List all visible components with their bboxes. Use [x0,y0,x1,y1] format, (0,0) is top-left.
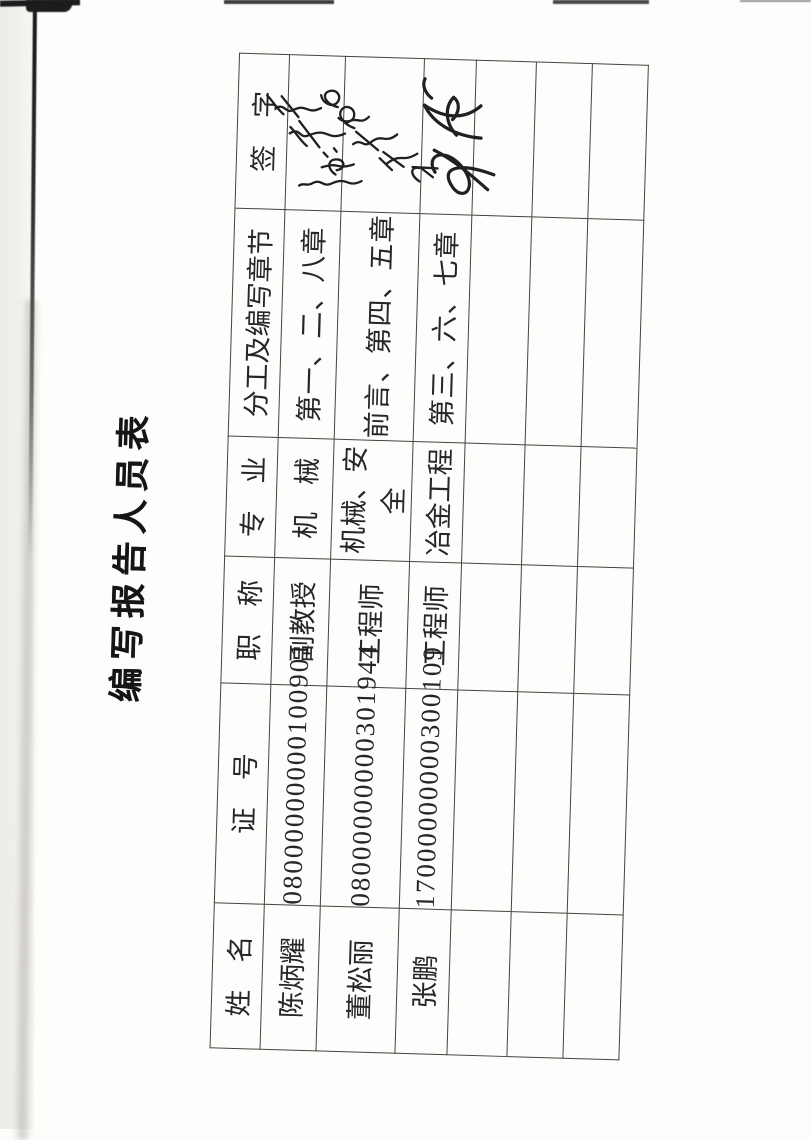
cell-job-title: 副教授 [270,557,331,687]
cell-chapters: 前言、第四、五章 [334,211,420,442]
cell-specialty [521,444,582,567]
column-header-cert-no: 证 号 [214,682,271,905]
cell-job-title [517,564,578,694]
cell-signature [471,60,537,217]
cell-job-title [457,562,522,692]
cell-signature [531,61,593,219]
cell-chapters [581,218,644,449]
cell-chapters: 第一、二、八章 [278,209,341,440]
column-header-name: 姓 名 [210,902,265,1050]
cell-name: 陈炳耀 [260,904,321,1051]
cell-signature [419,58,496,216]
column-header-signature: 签 字 [234,53,290,210]
document-title: 编写报告人员表 [106,407,155,703]
cell-cert-no: 08000000000301944 [320,643,406,909]
cell-job-title [573,566,634,696]
cell-signature [319,56,439,214]
cell-name: 张鹏 [394,908,452,1055]
scan-edge-artifact [740,0,811,2]
cell-specialty [577,446,638,569]
cell-signature [587,63,649,221]
cell-job-title: 工程师 [326,559,410,689]
column-header-job-title: 职 称 [220,555,275,685]
scan-edge-artifact [26,0,72,12]
personnel-table: 姓 名 证 号 职 称 专 业 分工及编写章节 签 字 陈炳耀 08000000… [210,53,649,1061]
cell-name [506,911,568,1059]
cell-job-title: 工程师 [405,561,462,690]
cell-cert-no [567,693,630,915]
cell-chapters [465,215,532,445]
cell-cert-no [511,691,574,914]
column-header-chapters: 分工及编写章节 [228,208,285,438]
cell-specialty: 机 械 [274,437,335,560]
cell-specialty: 冶金工程 [409,441,466,563]
cell-specialty [461,443,526,565]
cell-name [562,913,624,1060]
cell-specialty: 机械、安全 [330,439,414,562]
scan-edge-artifact [224,0,334,4]
cell-cert-no [451,689,518,912]
cell-cert-no: 08000000000100901 [264,641,327,906]
cell-cert-no: 17000000000300109 [399,645,458,910]
cell-chapters [525,216,588,447]
cell-name: 董松丽 [315,905,400,1054]
scan-edge-artifact [553,0,649,4]
cell-name [446,909,512,1057]
cell-signature [265,54,363,212]
cell-chapters: 第三、六、七章 [413,213,472,444]
column-header-specialty: 专 业 [224,436,279,558]
